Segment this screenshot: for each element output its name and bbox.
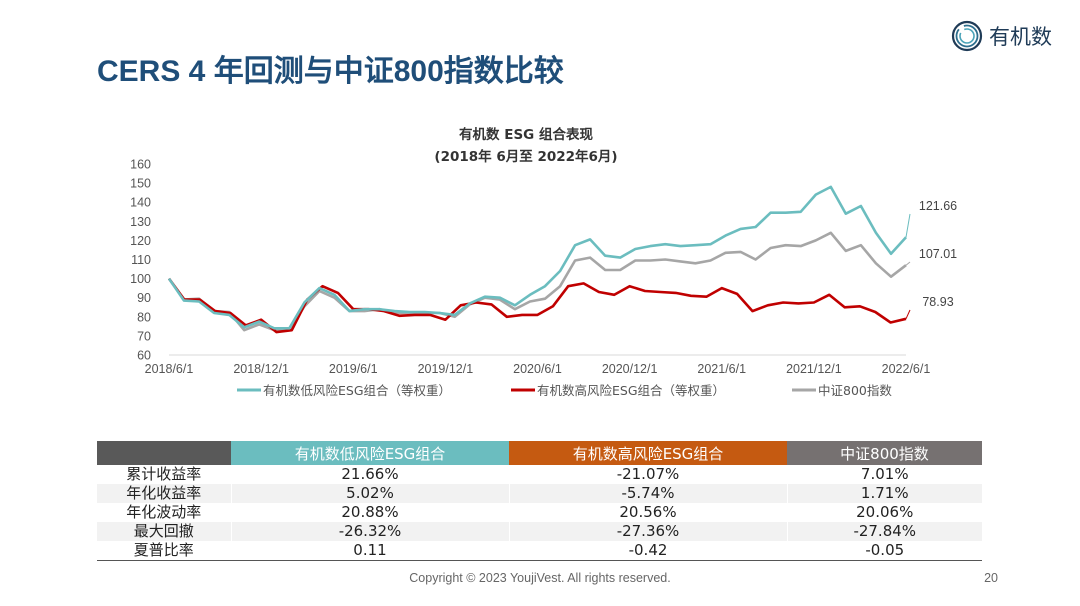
table-row: 年化收益率 5.02% -5.74% 1.71% (97, 484, 982, 503)
legend-label: 中证800指数 (818, 383, 892, 398)
copyright-footer: Copyright © 2023 YoujiVest. All rights r… (409, 571, 671, 585)
y-tick-label: 90 (137, 291, 151, 305)
y-tick-label: 160 (130, 158, 151, 172)
series-line-1 (167, 277, 907, 334)
chart-subtitle: (2018年 6月至 2022年6月) (434, 148, 617, 165)
x-tick-label: 2019/6/1 (329, 362, 378, 376)
performance-line-chart: 有机数 ESG 组合表现 (2018年 6月至 2022年6月) 160 150 1… (130, 126, 957, 398)
row-label: 最大回撤 (97, 522, 231, 541)
table-header-row: 有机数低风险ESG组合 有机数高风险ESG组合 中证800指数 (97, 441, 982, 465)
column-header-csi800: 中证800指数 (787, 441, 982, 465)
table-cell: 0.11 (230, 541, 509, 561)
table-cell: 7.01% (786, 465, 982, 484)
column-header-low-risk: 有机数低风险ESG组合 (231, 441, 509, 465)
page-number: 20 (984, 571, 998, 585)
table-cell: -0.05 (786, 541, 982, 561)
brand: 有机数 (951, 20, 1052, 52)
row-label: 累计收益率 (97, 465, 231, 484)
x-tick-label: 2018/12/1 (233, 362, 289, 376)
end-label-leader (905, 309, 911, 320)
y-tick-label: 140 (130, 196, 151, 210)
end-value-label: 107.01 (919, 247, 957, 261)
table-corner-cell (97, 441, 231, 465)
page-title: CERS 4 年回测与中证800指数比较 (97, 55, 564, 88)
x-tick-label: 2020/6/1 (513, 362, 562, 376)
table-row: 最大回撤 -26.32% -27.36% -27.84% (97, 522, 982, 541)
row-label: 年化波动率 (97, 503, 231, 522)
table-cell: 5.02% (230, 484, 509, 503)
x-tick-label: 2019/12/1 (418, 362, 474, 376)
x-tick-label: 2021/12/1 (786, 362, 842, 376)
table-row: 夏普比率 0.11 -0.42 -0.05 (97, 541, 982, 561)
y-tick-label: 120 (130, 234, 151, 248)
table-cell: 21.66% (230, 465, 509, 484)
metrics-table: 有机数低风险ESG组合 有机数高风险ESG组合 中证800指数 累计收益率 21… (97, 441, 982, 561)
legend-label: 有机数高风险ESG组合（等权重） (537, 383, 725, 398)
end-label-leader (905, 261, 911, 266)
table-row: 累计收益率 21.66% -21.07% 7.01% (97, 465, 982, 484)
end-value-label: 78.93 (922, 295, 953, 309)
end-label-leader (905, 213, 911, 238)
table-cell: 20.56% (508, 503, 787, 522)
table-cell: -21.07% (508, 465, 787, 484)
chart-title: 有机数 ESG 组合表现 (459, 126, 593, 143)
table-cell: 20.88% (230, 503, 509, 522)
x-tick-label: 2022/6/1 (882, 362, 931, 376)
table-cell: -5.74% (508, 484, 787, 503)
table-cell: -27.84% (786, 522, 982, 541)
y-tick-label: 70 (137, 329, 151, 343)
end-value-label: 121.66 (919, 199, 957, 213)
row-label: 夏普比率 (97, 541, 231, 561)
y-tick-label: 60 (137, 349, 151, 363)
brand-name: 有机数 (989, 25, 1052, 49)
table-row: 年化波动率 20.88% 20.56% 20.06% (97, 503, 982, 522)
x-tick-label: 2020/12/1 (602, 362, 658, 376)
table-cell: -0.42 (508, 541, 787, 561)
legend-label: 有机数低风险ESG组合（等权重） (263, 383, 451, 398)
y-tick-label: 130 (130, 215, 151, 229)
x-tick-label: 2018/6/1 (145, 362, 194, 376)
y-tick-label: 150 (130, 177, 151, 191)
x-tick-label: 2021/6/1 (697, 362, 746, 376)
table-cell: 1.71% (786, 484, 982, 503)
series-line-0 (167, 185, 907, 330)
y-tick-label: 100 (130, 272, 151, 286)
ring-logo-icon (951, 20, 983, 52)
table-cell: -26.32% (230, 522, 509, 541)
row-label: 年化收益率 (97, 484, 231, 503)
table-cell: 20.06% (786, 503, 982, 522)
y-tick-label: 110 (131, 253, 151, 267)
y-tick-label: 80 (137, 310, 151, 324)
table-cell: -27.36% (508, 522, 787, 541)
column-header-high-risk: 有机数高风险ESG组合 (509, 441, 787, 465)
